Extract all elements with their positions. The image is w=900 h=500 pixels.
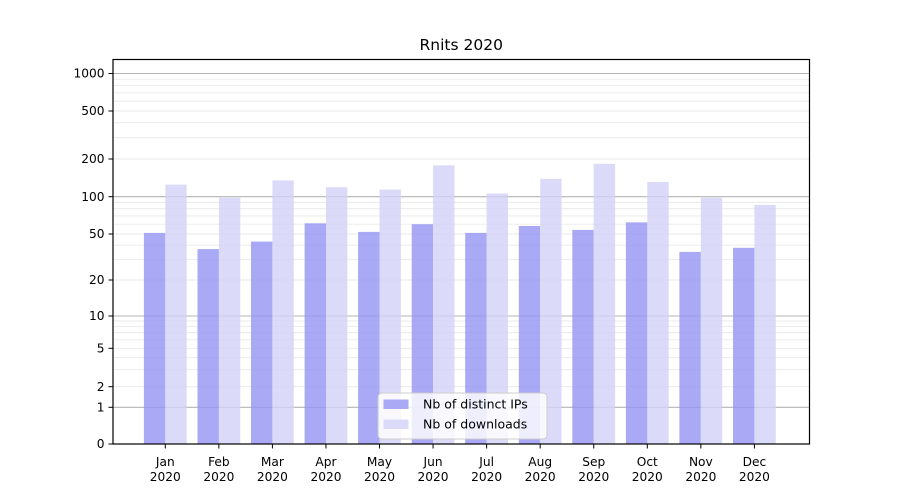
bar-downloads-nov bbox=[700, 197, 723, 444]
x-tick-label-month: Jan bbox=[155, 455, 175, 469]
y-tick-label: 20 bbox=[89, 273, 105, 287]
legend-label-downloads: Nb of downloads bbox=[423, 417, 527, 432]
x-tick-label-year: 2020 bbox=[257, 470, 288, 484]
x-tick-label-month: Oct bbox=[637, 455, 658, 469]
bar-distinct-ips-aug bbox=[518, 226, 541, 444]
x-tick-label-year: 2020 bbox=[685, 470, 716, 484]
bar-distinct-ips-oct bbox=[625, 222, 648, 444]
bar-downloads-may bbox=[379, 189, 401, 444]
x-tick-label-month: Mar bbox=[261, 455, 285, 469]
x-tick-label-month: Aug bbox=[528, 455, 552, 469]
y-tick-label: 50 bbox=[89, 227, 105, 241]
bar-downloads-jul bbox=[486, 193, 508, 444]
x-tick-label-year: 2020 bbox=[739, 470, 770, 484]
y-tick-label: 10 bbox=[89, 309, 105, 323]
chart-title: Rnits 2020 bbox=[420, 36, 503, 54]
x-tick-label-month: Feb bbox=[208, 455, 230, 469]
y-tick-label: 100 bbox=[81, 190, 104, 204]
bar-distinct-ips-mar bbox=[251, 241, 273, 444]
legend-swatch-distinct-ips bbox=[383, 399, 409, 409]
y-tick-label: 0 bbox=[97, 437, 105, 451]
bar-downloads-mar bbox=[272, 180, 294, 444]
y-tick-label: 2 bbox=[97, 380, 105, 394]
x-tick-label-month: Dec bbox=[743, 455, 767, 469]
bar-distinct-ips-apr bbox=[304, 223, 326, 444]
bar-distinct-ips-jul bbox=[465, 232, 487, 444]
legend-swatch-downloads bbox=[383, 419, 409, 429]
bar-downloads-apr bbox=[326, 187, 348, 444]
x-tick-label-month: Jul bbox=[478, 455, 494, 469]
x-tick-label-year: 2020 bbox=[364, 470, 395, 484]
bar-downloads-jan bbox=[165, 184, 187, 444]
bar-downloads-jun bbox=[433, 165, 455, 445]
y-tick-label: 1 bbox=[97, 401, 105, 415]
bar-downloads-sep bbox=[593, 163, 616, 445]
x-tick-label-year: 2020 bbox=[525, 470, 556, 484]
x-tick-label-year: 2020 bbox=[203, 470, 234, 484]
bar-distinct-ips-nov bbox=[679, 251, 701, 444]
y-tick-label: 5 bbox=[97, 342, 105, 356]
x-tick-label-year: 2020 bbox=[632, 470, 663, 484]
legend-box bbox=[377, 392, 548, 440]
x-tick-label-month: May bbox=[367, 455, 392, 469]
bar-distinct-ips-dec bbox=[733, 247, 755, 444]
bar-downloads-dec bbox=[754, 204, 776, 444]
bar-distinct-ips-jun bbox=[411, 224, 434, 444]
y-tick-label: 500 bbox=[81, 104, 104, 118]
bar-distinct-ips-sep bbox=[572, 229, 594, 444]
bar-distinct-ips-may bbox=[358, 231, 380, 444]
x-tick-label-year: 2020 bbox=[578, 470, 609, 484]
plot-border bbox=[112, 58, 811, 445]
bar-downloads-aug bbox=[540, 178, 562, 445]
bar-downloads-oct bbox=[647, 182, 669, 444]
x-tick-label-year: 2020 bbox=[150, 470, 181, 484]
bar-distinct-ips-feb bbox=[197, 249, 219, 444]
legend-label-distinct-ips: Nb of distinct IPs bbox=[423, 397, 528, 412]
x-tick-label-year: 2020 bbox=[418, 470, 449, 484]
x-tick-label-month: Jun bbox=[423, 455, 443, 469]
y-tick-label: 1000 bbox=[73, 67, 104, 81]
bar-downloads-feb bbox=[218, 197, 241, 444]
bar-distinct-ips-jan bbox=[143, 232, 166, 444]
x-tick-label-month: Nov bbox=[689, 455, 713, 469]
x-tick-label-year: 2020 bbox=[471, 470, 502, 484]
x-tick-label-year: 2020 bbox=[310, 470, 341, 484]
x-tick-label-month: Sep bbox=[582, 455, 605, 469]
y-tick-label: 200 bbox=[81, 152, 104, 166]
x-tick-label-month: Apr bbox=[315, 455, 337, 469]
